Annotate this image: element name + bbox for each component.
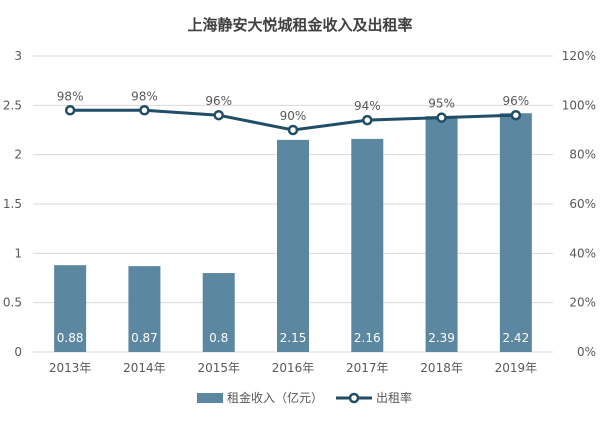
- x-tick-label: 2014年: [123, 361, 166, 375]
- bar-value-label: 0.8: [209, 331, 228, 345]
- line-layer: 98% 98% 96% 90% 94% 95% 96%: [57, 89, 530, 136]
- line-point: [362, 114, 373, 126]
- bars-layer: 0.88 0.87 0.8 2.15 2.16 2.39 2.42: [54, 113, 532, 352]
- line-value-label: 94%: [354, 99, 381, 113]
- left-tick-label: 0.5: [3, 296, 22, 310]
- line-value-label: 96%: [503, 94, 530, 108]
- line-value-label: 98%: [131, 89, 158, 103]
- line-point: [510, 109, 522, 121]
- bar: [277, 139, 309, 352]
- left-tick-label: 3: [14, 49, 22, 63]
- bar: [425, 116, 458, 352]
- bar: [202, 273, 235, 352]
- x-tick-label: 2016年: [272, 361, 315, 375]
- x-axis: 2013年 2014年 2015年 2016年 2017年 2018年 2019年: [49, 361, 537, 375]
- chart-title: 上海静安大悦城租金收入及出租率: [187, 16, 412, 34]
- bar-value-label: 2.39: [428, 331, 455, 345]
- line-value-label: 98%: [57, 89, 84, 103]
- legend-line-marker: [348, 392, 360, 404]
- right-tick-label: 120%: [562, 49, 596, 63]
- x-tick-label: 2013年: [49, 361, 92, 375]
- legend-bar-label: 租金收入（亿元）: [227, 390, 323, 405]
- line-value-label: 90%: [280, 109, 307, 123]
- bar-value-label: 2.42: [502, 331, 529, 345]
- right-tick-label: 80%: [569, 148, 596, 162]
- bar: [351, 138, 384, 352]
- bar: [128, 266, 161, 352]
- x-tick-label: 2015年: [197, 361, 240, 375]
- legend: 租金收入（亿元） 出租率: [197, 390, 412, 405]
- right-tick-label: 100%: [562, 98, 596, 112]
- right-tick-label: 40%: [569, 246, 596, 260]
- right-tick-label: 0%: [577, 345, 596, 359]
- left-tick-label: 1.5: [3, 197, 22, 211]
- right-y-axis: 0% 20% 40% 60% 80% 100% 120%: [562, 49, 596, 359]
- line-point: [436, 112, 447, 123]
- legend-line-label: 出租率: [376, 390, 412, 405]
- bar-value-label: 2.15: [280, 331, 307, 345]
- left-tick-label: 2: [14, 148, 22, 162]
- line-point: [64, 105, 76, 116]
- bar-value-label: 2.16: [354, 331, 381, 345]
- left-tick-label: 1: [14, 246, 22, 260]
- x-tick-label: 2019年: [495, 361, 538, 375]
- x-tick-label: 2018年: [420, 361, 463, 375]
- bar-value-label: 0.87: [131, 331, 158, 345]
- line-point: [213, 109, 224, 121]
- line-point: [287, 124, 299, 136]
- x-tick-label: 2017年: [346, 361, 389, 375]
- legend-bar-swatch: [197, 393, 223, 403]
- bar-value-label: 0.88: [57, 331, 84, 345]
- bar: [54, 265, 87, 352]
- bar: [499, 113, 532, 352]
- left-tick-label: 0: [14, 345, 22, 359]
- left-tick-label: 2.5: [3, 98, 22, 112]
- line-point: [139, 105, 150, 116]
- right-tick-label: 60%: [569, 197, 596, 211]
- line-value-label: 95%: [428, 97, 455, 111]
- line-value-label: 96%: [205, 94, 232, 108]
- left-y-axis: 0 0.5 1 1.5 2 2.5 3: [3, 49, 22, 359]
- right-tick-label: 20%: [569, 296, 596, 310]
